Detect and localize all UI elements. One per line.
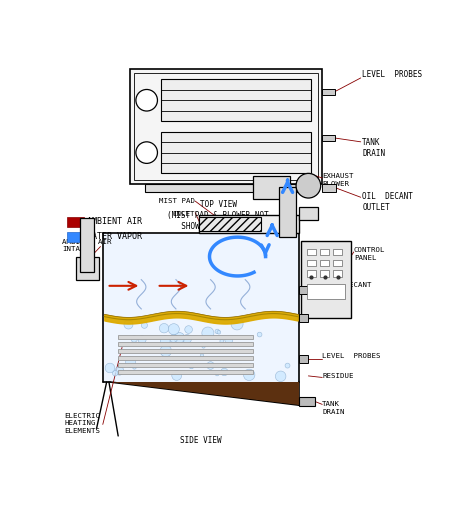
Circle shape	[172, 370, 182, 380]
Bar	[130, 69, 322, 184]
Circle shape	[202, 345, 205, 348]
Circle shape	[168, 324, 179, 334]
Text: OIL  DECANT
OUTLET: OIL DECANT OUTLET	[322, 282, 372, 295]
Bar	[118, 363, 253, 367]
Text: ELECTRIC
HEATING
ELEMENTS: ELECTRIC HEATING ELEMENTS	[64, 413, 100, 434]
Text: MIST PAD: MIST PAD	[159, 198, 195, 204]
Text: TOP VIEW
(MIST PAD & BLOWER NOT
  SHOWN FOR CLARITY): TOP VIEW (MIST PAD & BLOWER NOT SHOWN FO…	[167, 200, 269, 231]
Bar	[307, 259, 316, 266]
Bar	[145, 184, 307, 192]
Circle shape	[296, 173, 321, 198]
Circle shape	[244, 369, 255, 380]
Bar	[118, 335, 253, 339]
Text: HA: HA	[300, 315, 306, 320]
Bar	[307, 270, 316, 277]
Bar	[301, 241, 351, 318]
Polygon shape	[103, 233, 299, 405]
Text: LL: LL	[301, 356, 306, 361]
Circle shape	[115, 366, 124, 375]
Bar	[118, 356, 253, 360]
Circle shape	[189, 364, 194, 369]
Bar	[299, 355, 309, 363]
Circle shape	[202, 327, 214, 339]
Circle shape	[220, 368, 228, 376]
Circle shape	[215, 372, 219, 376]
Bar	[320, 249, 329, 255]
Polygon shape	[110, 382, 299, 405]
Text: HH: HH	[300, 287, 306, 292]
Circle shape	[185, 326, 192, 333]
Bar	[161, 80, 310, 121]
Text: WATER VAPOR: WATER VAPOR	[87, 232, 142, 241]
Circle shape	[105, 363, 115, 373]
Circle shape	[239, 364, 243, 367]
Text: TANK
DRAIN: TANK DRAIN	[362, 138, 385, 158]
Circle shape	[200, 354, 204, 357]
Circle shape	[126, 357, 136, 367]
Bar	[333, 270, 342, 277]
Circle shape	[124, 320, 133, 329]
Circle shape	[160, 345, 172, 357]
Circle shape	[207, 362, 214, 369]
Circle shape	[160, 336, 170, 346]
Circle shape	[112, 370, 118, 376]
Bar	[118, 370, 253, 375]
Bar	[299, 206, 319, 220]
Bar	[299, 314, 309, 322]
Circle shape	[141, 322, 147, 328]
Circle shape	[231, 318, 243, 330]
Circle shape	[169, 334, 178, 342]
Circle shape	[285, 363, 290, 368]
Circle shape	[131, 336, 137, 342]
Bar	[333, 249, 342, 255]
Circle shape	[133, 365, 137, 369]
Circle shape	[217, 330, 221, 334]
Bar	[320, 259, 329, 266]
Circle shape	[220, 339, 224, 343]
Bar	[118, 342, 253, 346]
Bar	[66, 232, 83, 242]
Text: LEVEL  PROBES: LEVEL PROBES	[322, 353, 381, 359]
Circle shape	[138, 336, 146, 344]
Bar	[322, 135, 335, 141]
Text: AMBIENT AIR: AMBIENT AIR	[87, 217, 142, 226]
Bar	[322, 89, 335, 95]
Bar	[118, 349, 253, 353]
Text: SIDE VIEW: SIDE VIEW	[180, 436, 221, 445]
Circle shape	[215, 329, 219, 333]
Bar	[307, 249, 316, 255]
Circle shape	[136, 142, 157, 164]
Text: EXHAUST
BLOWER: EXHAUST BLOWER	[322, 173, 354, 187]
Circle shape	[159, 324, 169, 333]
Circle shape	[183, 334, 191, 343]
Bar	[134, 73, 318, 180]
Bar	[66, 217, 83, 227]
Bar	[199, 215, 299, 233]
Bar	[199, 217, 261, 231]
Bar	[161, 132, 310, 173]
Bar	[299, 286, 309, 293]
Bar	[299, 396, 315, 406]
Circle shape	[136, 90, 157, 111]
Text: TANK
DRAIN: TANK DRAIN	[322, 401, 345, 415]
Text: LEVEL  PROBES: LEVEL PROBES	[362, 70, 422, 79]
Text: RESIDUE: RESIDUE	[322, 373, 354, 379]
Text: OIL  DECANT
OUTLET: OIL DECANT OUTLET	[362, 192, 413, 212]
Bar	[307, 283, 345, 299]
Circle shape	[225, 336, 233, 344]
Bar	[76, 256, 99, 280]
Circle shape	[174, 332, 185, 343]
Text: AMBIENT AIR
INTAKE: AMBIENT AIR INTAKE	[62, 239, 111, 252]
Circle shape	[275, 371, 286, 381]
Text: CONTROL
PANEL: CONTROL PANEL	[354, 247, 385, 261]
Bar	[322, 184, 336, 192]
Bar	[253, 176, 290, 199]
Text: INLET: INLET	[173, 211, 195, 217]
Circle shape	[257, 332, 262, 337]
Bar	[80, 218, 93, 272]
Bar	[333, 259, 342, 266]
Bar	[320, 270, 329, 277]
Bar	[279, 187, 296, 237]
